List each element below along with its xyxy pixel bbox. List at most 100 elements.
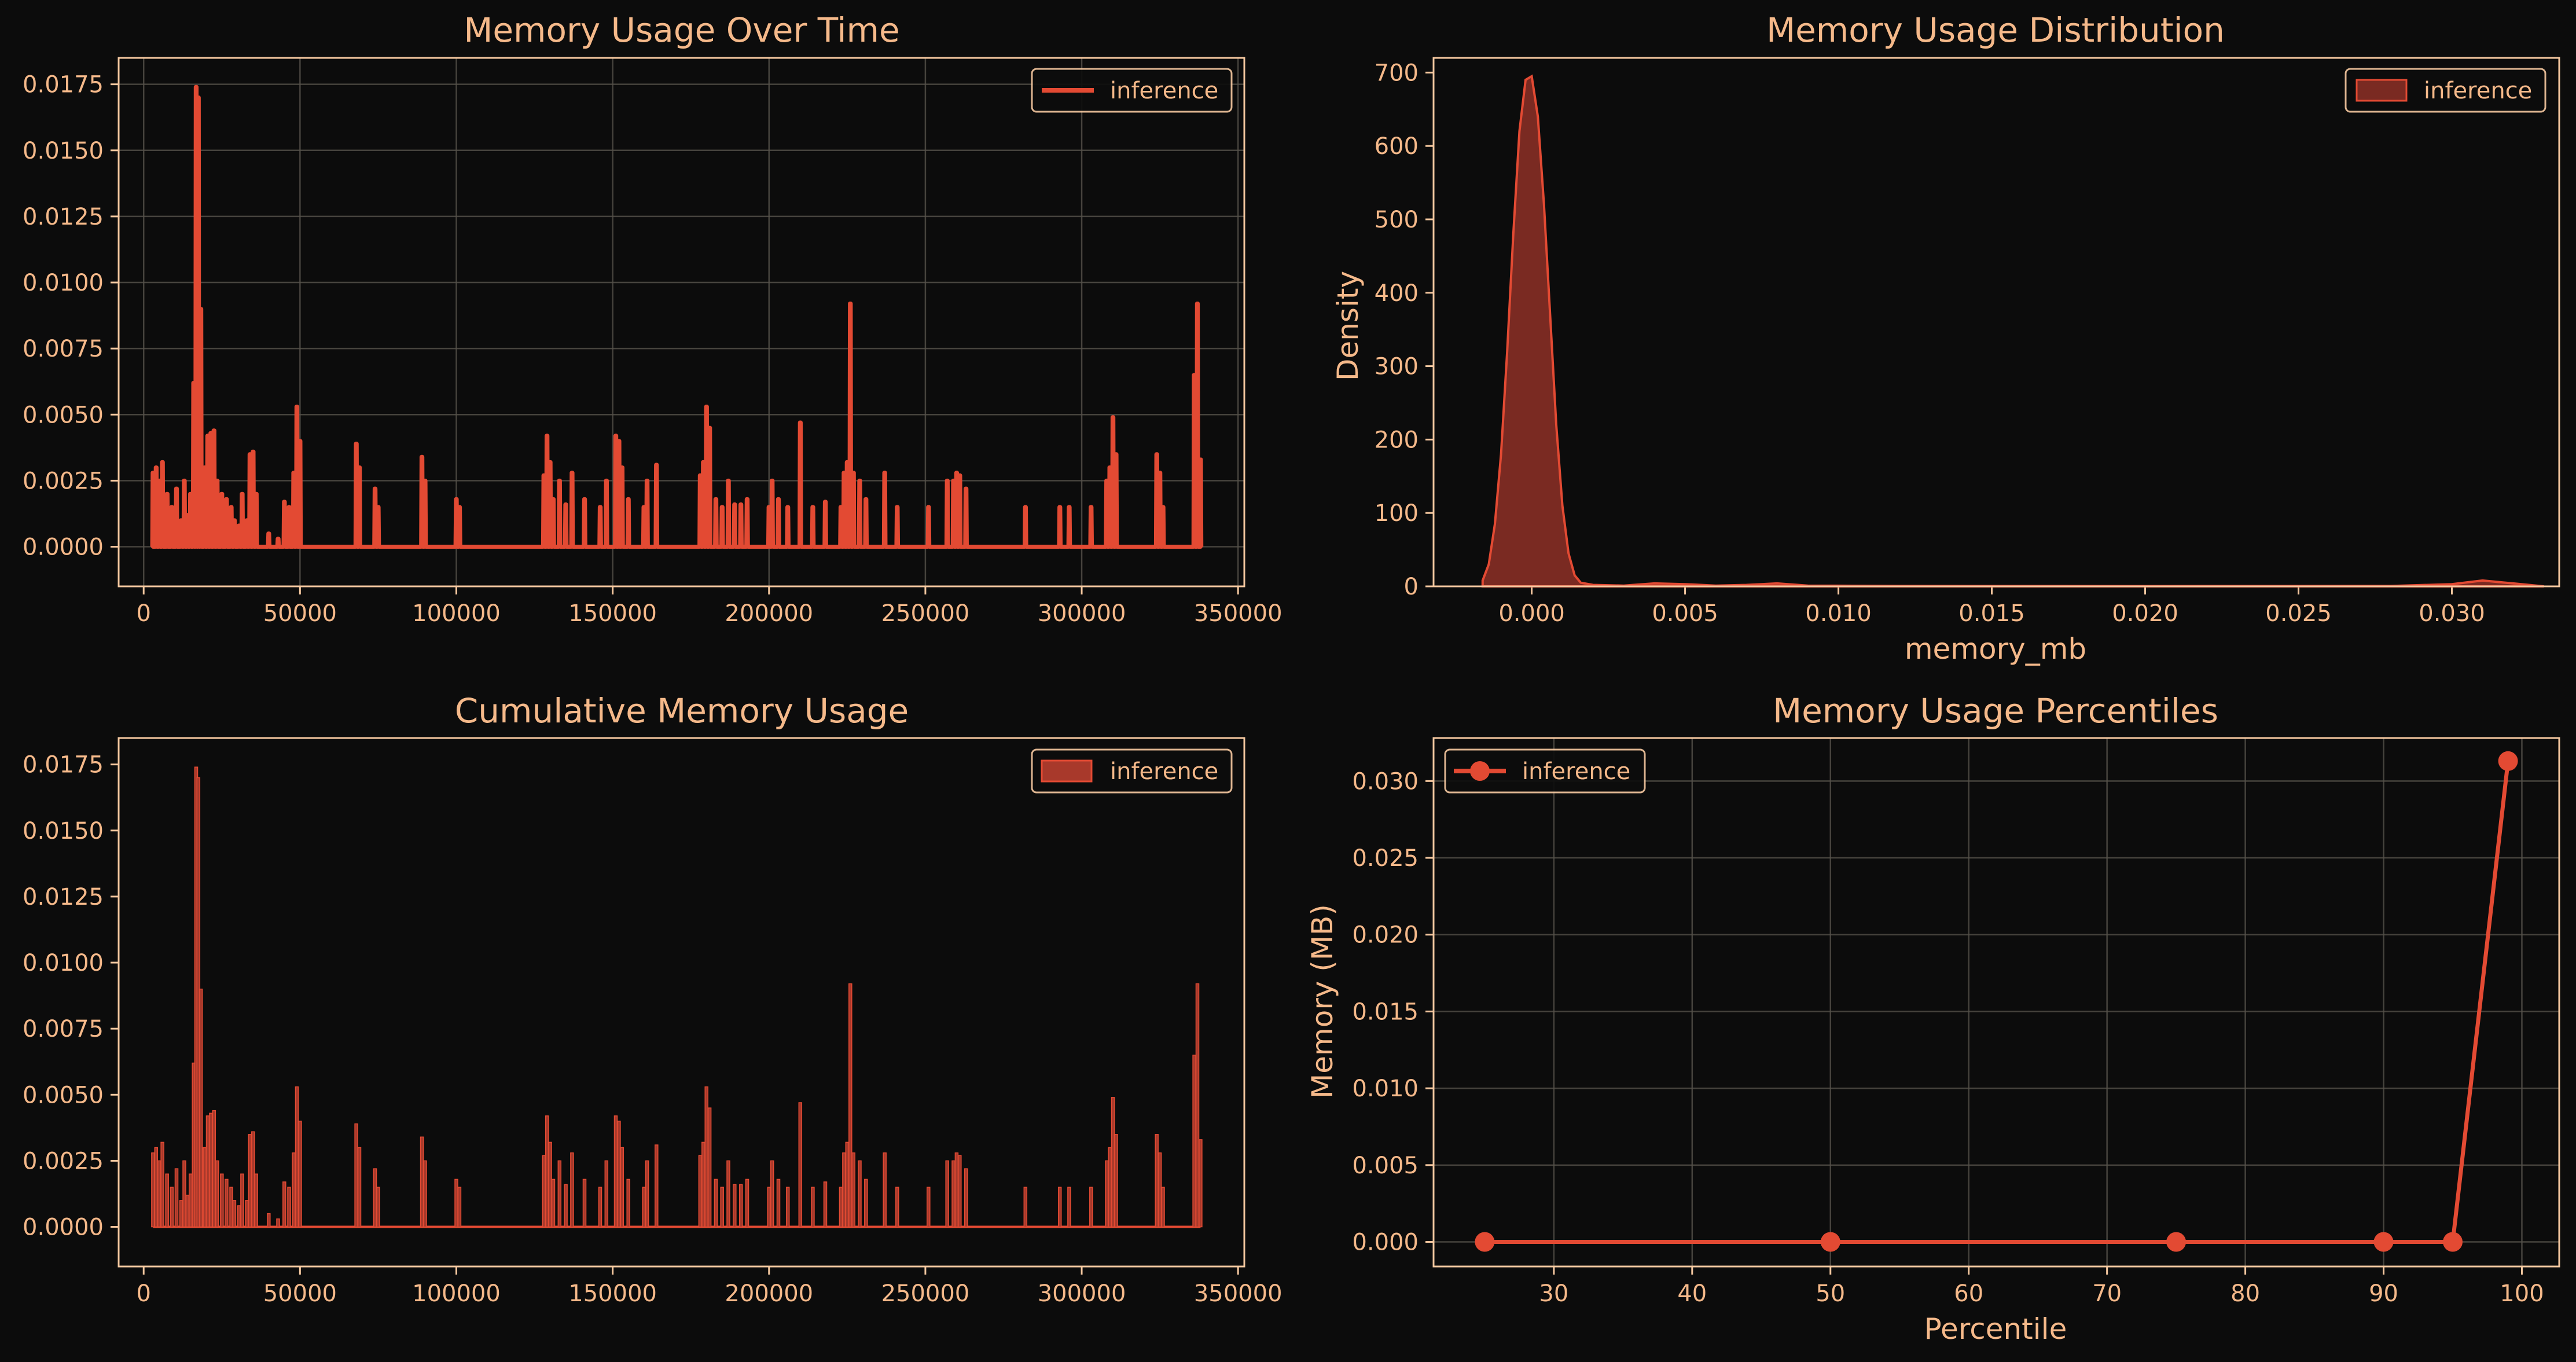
bar-inference xyxy=(645,1160,649,1228)
legend-marker xyxy=(1470,761,1490,781)
bar-inference xyxy=(626,1179,630,1228)
bar-inference xyxy=(420,1136,424,1228)
bar-inference xyxy=(212,1110,216,1228)
bar-inference xyxy=(1199,1139,1203,1228)
bar-inference xyxy=(733,1184,737,1228)
x-tick-label: 0.020 xyxy=(2112,600,2178,627)
y-tick-label: 100 xyxy=(1375,500,1419,527)
x-tick-label: 40 xyxy=(1677,1280,1707,1307)
bar-inference xyxy=(1067,1187,1071,1228)
bar-inference xyxy=(357,1147,362,1228)
bar-inference xyxy=(229,1187,233,1228)
bar-inference xyxy=(845,1141,850,1228)
bar-inference xyxy=(245,1200,249,1228)
bar-inference xyxy=(598,1187,602,1228)
x-tick-label: 50000 xyxy=(263,600,337,627)
x-tick-label: 70 xyxy=(2092,1280,2122,1307)
legend: inference xyxy=(1031,68,1233,113)
data-point-inference xyxy=(2443,1232,2463,1252)
bar-inference xyxy=(570,1152,574,1228)
y-tick-label: 400 xyxy=(1375,280,1419,307)
bar-inference xyxy=(542,1155,546,1228)
legend: inference xyxy=(1444,748,1646,794)
bar-inference xyxy=(776,1179,781,1228)
y-tick-label: 0.0000 xyxy=(23,534,104,561)
bar-inference xyxy=(1105,1160,1109,1228)
chart-title: Memory Usage Over Time xyxy=(464,10,899,50)
panel-memory-distribution: Memory Usage Distribution 0.000 0.005 0.01… xyxy=(1331,10,2560,666)
bar-inference xyxy=(1111,1097,1115,1228)
bar-inference xyxy=(883,1152,887,1228)
x-tick-label: 0.030 xyxy=(2419,600,2485,627)
bar-inference xyxy=(851,1152,855,1228)
bar-inference xyxy=(842,1152,846,1228)
bar-inference xyxy=(564,1184,568,1228)
x-tick-label: 100 xyxy=(2500,1280,2544,1307)
x-tick-label: 0.005 xyxy=(1652,600,1718,627)
x-tick-label: 200000 xyxy=(725,1280,813,1307)
plot-frame xyxy=(1432,737,2560,1268)
bar-inference xyxy=(240,1173,244,1228)
bar-inference xyxy=(215,1160,219,1228)
bar-inference xyxy=(1108,1147,1112,1228)
legend-patch-swatch xyxy=(1041,759,1093,783)
y-tick-label: 0.0125 xyxy=(23,884,104,911)
bar-inference xyxy=(182,1160,186,1228)
x-tick-label: 350000 xyxy=(1194,600,1283,627)
y-tick-label: 0.000 xyxy=(1352,1229,1419,1256)
bar-inference xyxy=(557,1160,562,1228)
bar-inference xyxy=(1023,1187,1028,1228)
x-tick-label: 50 xyxy=(1816,1280,1845,1307)
bar-inference xyxy=(160,1141,164,1228)
y-tick-label: 0.0075 xyxy=(23,336,104,362)
bar-inference xyxy=(964,1168,968,1228)
bar-inference xyxy=(248,1134,252,1228)
bar-inference xyxy=(205,1115,210,1228)
bar-inference xyxy=(251,1131,255,1228)
chart-title: Cumulative Memory Usage xyxy=(455,691,909,730)
series-line-inference xyxy=(1484,761,2511,1244)
y-tick-label: 0.0150 xyxy=(23,818,104,845)
bar-inference xyxy=(1057,1187,1062,1228)
y-axis-label: Density xyxy=(1331,271,1365,381)
legend-patch-swatch xyxy=(2355,79,2408,102)
y-tick-label: 0.010 xyxy=(1352,1075,1419,1102)
bar-inference xyxy=(354,1123,358,1228)
bar-inference xyxy=(823,1181,828,1228)
bar-inference xyxy=(945,1160,949,1228)
y-tick-label: 0.0150 xyxy=(23,138,104,164)
bar-inference xyxy=(185,1194,190,1228)
y-tick-label: 0.0075 xyxy=(23,1016,104,1042)
data-point-inference xyxy=(1820,1232,1840,1252)
bar-inference xyxy=(423,1160,427,1228)
bar-inference xyxy=(170,1187,174,1228)
bar-inference xyxy=(151,1152,155,1228)
plot-area: 30 40 50 60 70 80 90 100 0.000 0.005 0.010 0.015 0.0… xyxy=(1352,737,2560,1307)
bar-inference xyxy=(548,1141,552,1228)
bar-inference xyxy=(157,1160,161,1228)
x-tick-label: 250000 xyxy=(881,600,970,627)
bar-inference xyxy=(704,1086,708,1228)
bar-inference xyxy=(720,1187,724,1228)
bar-inference xyxy=(287,1187,291,1228)
x-axis-label: memory_mb xyxy=(1905,632,2086,666)
bar-inference xyxy=(1157,1152,1162,1228)
y-tick-label: 0.0100 xyxy=(23,270,104,296)
bar-inference xyxy=(179,1200,183,1228)
x-tick-label: 300000 xyxy=(1038,1280,1126,1307)
bar-inference xyxy=(714,1179,718,1228)
y-tick-label: 0.020 xyxy=(1352,922,1419,949)
x-tick-label: 100000 xyxy=(412,600,501,627)
legend-label: inference xyxy=(1110,78,1218,104)
x-tick-label: 0 xyxy=(136,600,150,627)
bar-inference xyxy=(545,1115,549,1228)
y-tick-label: 0.0050 xyxy=(23,1082,104,1108)
plot-frame xyxy=(1432,57,2560,588)
y-tick-label: 0.0050 xyxy=(23,402,104,428)
legend: inference xyxy=(1031,748,1233,794)
bar-inference xyxy=(232,1200,237,1228)
legend: inference xyxy=(2345,68,2546,113)
plot-area: 0.000 0.005 0.010 0.015 0.020 0.025 0.030 0 100 2… xyxy=(1375,57,2560,627)
y-tick-label: 0.0000 xyxy=(23,1214,104,1241)
chart-title: Memory Usage Percentiles xyxy=(1773,691,2218,730)
